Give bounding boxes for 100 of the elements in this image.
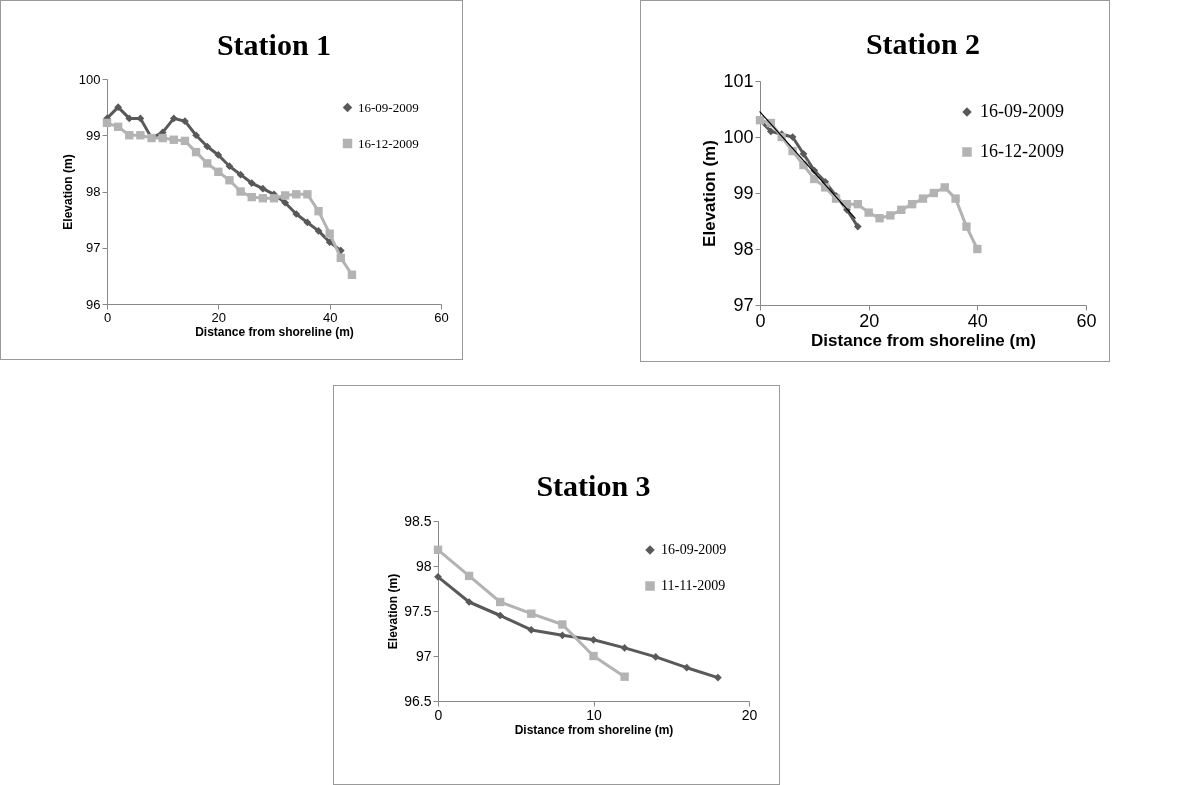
x-tick-label: 60 <box>1076 310 1097 331</box>
legend-label: 16-09-2009 <box>980 101 1064 121</box>
point <box>527 609 536 618</box>
y-tick-label: 98 <box>733 238 754 259</box>
legend-label: 11-11-2009 <box>661 578 726 593</box>
point <box>929 188 939 198</box>
point <box>214 151 223 159</box>
point <box>292 190 301 199</box>
point <box>864 208 873 217</box>
point <box>558 620 567 629</box>
point <box>314 207 323 216</box>
point <box>258 184 267 193</box>
x-tick-label: 20 <box>741 706 758 723</box>
x-tick-label: 0 <box>755 310 766 331</box>
point <box>788 133 797 141</box>
point <box>875 214 884 223</box>
x-axis-title: Distance from shoreline (m) <box>514 722 674 737</box>
point <box>589 635 598 644</box>
point <box>336 253 345 263</box>
x-tick-label: 60 <box>434 309 449 325</box>
point <box>886 211 895 220</box>
point <box>280 191 290 200</box>
x-tick-label: 0 <box>434 706 443 723</box>
point <box>203 159 212 168</box>
point <box>192 131 200 140</box>
point <box>464 571 474 581</box>
point <box>292 210 301 218</box>
legend-label: 16-09-2009 <box>661 542 727 557</box>
point <box>973 244 982 254</box>
point <box>180 136 190 146</box>
y-tick-label: 98.5 <box>404 512 432 529</box>
y-tick-label: 98 <box>415 557 432 574</box>
point <box>247 192 256 202</box>
point <box>169 135 178 144</box>
point <box>236 170 245 179</box>
point <box>434 572 442 581</box>
y-axis-title: Elevation (m) <box>700 140 720 247</box>
chart-title: Station 2 <box>865 27 981 60</box>
point <box>496 611 505 620</box>
y-tick-label: 97.5 <box>404 602 432 619</box>
x-tick-label: 0 <box>103 309 112 325</box>
point <box>620 672 629 681</box>
y-tick-label: 98 <box>86 184 101 199</box>
point <box>347 270 357 279</box>
point <box>714 673 722 682</box>
point <box>114 103 123 111</box>
point <box>620 644 629 652</box>
point <box>136 131 145 140</box>
legend-label: 16-12-2009 <box>980 141 1064 161</box>
x-tick-label: 40 <box>322 309 338 325</box>
y-tick-label: 99 <box>86 127 101 143</box>
point <box>225 162 234 171</box>
point <box>951 194 960 203</box>
x-tick-label: 10 <box>586 706 602 723</box>
chart-title: Station 3 <box>536 469 651 502</box>
point <box>589 651 598 661</box>
y-tick-label: 97 <box>733 294 754 315</box>
y-tick-label: 96 <box>86 296 101 312</box>
y-axis-title: Elevation (m) <box>386 573 401 650</box>
point <box>181 117 189 126</box>
point <box>247 179 256 187</box>
y-axis-title: Elevation (m) <box>60 154 75 230</box>
point <box>433 545 443 554</box>
point <box>203 142 212 151</box>
point <box>810 174 819 184</box>
point <box>236 187 245 196</box>
point <box>314 227 323 235</box>
point <box>682 663 691 672</box>
point <box>102 118 112 128</box>
point <box>303 218 312 227</box>
y-tick-label: 96.5 <box>404 692 432 709</box>
point <box>897 205 906 214</box>
point <box>169 114 178 123</box>
y-tick-label: 100 <box>78 71 101 87</box>
point <box>158 133 167 143</box>
point <box>303 190 312 199</box>
y-tick-label: 101 <box>723 70 754 91</box>
y-tick-label: 99 <box>733 182 754 203</box>
point <box>125 131 134 140</box>
point <box>214 167 223 176</box>
x-tick-label: 20 <box>859 310 880 331</box>
point <box>258 194 268 203</box>
point <box>281 198 290 207</box>
point <box>113 122 123 131</box>
point <box>940 183 949 192</box>
point <box>496 597 505 607</box>
x-tick-label: 40 <box>967 310 988 331</box>
point <box>799 149 808 158</box>
x-tick-label: 20 <box>211 309 227 325</box>
point <box>325 229 334 238</box>
x-axis-title: Distance from shoreline (m) <box>195 324 354 339</box>
x-axis-title: Distance from shoreline (m) <box>811 330 1036 350</box>
point <box>907 200 917 209</box>
point <box>225 176 234 185</box>
legend-label: 16-09-2009 <box>358 99 419 115</box>
point <box>191 147 201 157</box>
point <box>918 194 928 203</box>
point <box>853 222 862 231</box>
point <box>651 653 660 661</box>
point <box>766 127 775 136</box>
